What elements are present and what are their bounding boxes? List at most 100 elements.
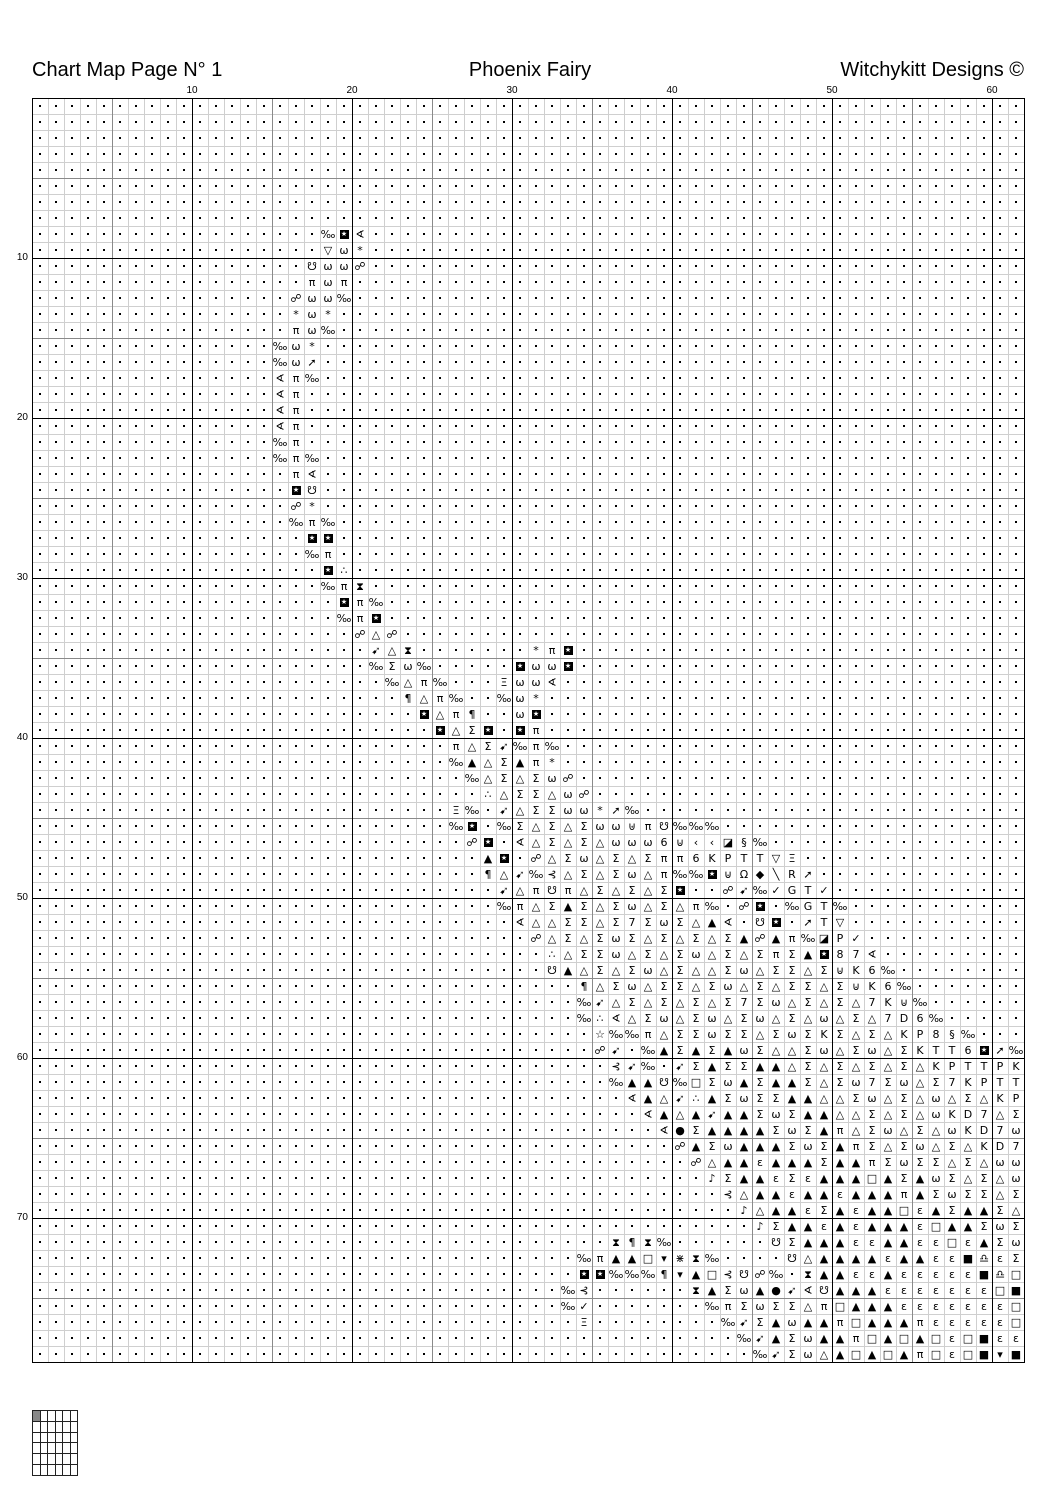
empty-cell — [384, 466, 400, 482]
empty-cell — [768, 466, 784, 482]
empty-cell — [224, 242, 240, 258]
empty-cell — [816, 866, 832, 882]
empty-cell — [384, 978, 400, 994]
stitch-symbol: ▲ — [723, 1123, 733, 1137]
empty-cell — [448, 1314, 464, 1330]
empty-cell — [608, 770, 624, 786]
stitch-symbol: △ — [483, 755, 493, 769]
empty-cell — [448, 402, 464, 418]
empty-cell — [592, 722, 608, 738]
empty-cell — [160, 514, 176, 530]
empty-cell — [480, 210, 496, 226]
empty-cell — [912, 146, 928, 162]
empty-cell — [496, 914, 512, 930]
empty-cell — [832, 722, 848, 738]
empty-cell — [240, 482, 256, 498]
empty-cell — [880, 306, 896, 322]
empty-cell — [224, 1138, 240, 1154]
empty-cell — [784, 210, 800, 226]
stitch-symbol: ω — [563, 803, 573, 817]
empty-cell — [336, 1010, 352, 1026]
empty-cell — [96, 690, 112, 706]
empty-cell — [976, 722, 992, 738]
empty-cell — [256, 1250, 272, 1266]
stitch-symbol: Σ — [788, 963, 796, 977]
empty-cell — [880, 370, 896, 386]
empty-cell — [64, 434, 80, 450]
empty-cell — [448, 946, 464, 962]
empty-cell — [96, 322, 112, 338]
stitch-symbol: π — [852, 1139, 860, 1153]
empty-cell — [48, 1074, 64, 1090]
empty-cell — [400, 610, 416, 626]
empty-cell — [976, 818, 992, 834]
empty-cell — [416, 786, 432, 802]
empty-cell — [64, 274, 80, 290]
empty-cell — [928, 658, 944, 674]
stitch-symbol: □ — [898, 1331, 910, 1345]
empty-cell — [192, 1282, 208, 1298]
empty-cell — [416, 418, 432, 434]
empty-cell — [112, 146, 128, 162]
empty-cell — [736, 242, 752, 258]
empty-cell — [400, 946, 416, 962]
empty-cell — [736, 370, 752, 386]
empty-cell — [224, 1298, 240, 1314]
empty-cell — [832, 818, 848, 834]
empty-cell — [224, 1042, 240, 1058]
empty-cell — [560, 466, 576, 482]
empty-cell — [128, 386, 144, 402]
empty-cell — [64, 834, 80, 850]
empty-cell — [304, 962, 320, 978]
stitch-symbol: Σ — [756, 1075, 764, 1089]
empty-cell — [384, 402, 400, 418]
empty-cell — [304, 978, 320, 994]
stitch-symbol: π — [660, 851, 668, 865]
empty-cell — [704, 98, 720, 114]
stitch-symbol: ‰ — [832, 899, 848, 913]
stitch-symbol: π — [564, 883, 572, 897]
empty-cell — [928, 114, 944, 130]
empty-cell — [448, 898, 464, 914]
empty-cell — [352, 162, 368, 178]
empty-cell — [496, 162, 512, 178]
empty-cell — [608, 450, 624, 466]
empty-cell — [656, 1218, 672, 1234]
empty-cell — [864, 578, 880, 594]
empty-cell — [864, 546, 880, 562]
empty-cell — [416, 1266, 432, 1282]
empty-cell — [448, 514, 464, 530]
empty-cell — [272, 1186, 288, 1202]
empty-cell — [432, 930, 448, 946]
empty-cell — [768, 434, 784, 450]
empty-cell — [224, 1170, 240, 1186]
empty-cell — [480, 402, 496, 418]
empty-cell — [240, 322, 256, 338]
empty-cell — [960, 146, 976, 162]
empty-cell — [928, 338, 944, 354]
empty-cell — [512, 1106, 528, 1122]
empty-cell — [656, 258, 672, 274]
empty-cell — [672, 1234, 688, 1250]
stitch-symbol: π — [292, 419, 300, 433]
stitch-symbol: * — [533, 643, 539, 657]
stitch-symbol: △ — [739, 1187, 749, 1201]
empty-cell — [752, 658, 768, 674]
empty-cell — [880, 114, 896, 130]
empty-cell — [480, 1058, 496, 1074]
stitch-symbol: △ — [595, 979, 605, 993]
empty-cell — [80, 626, 96, 642]
empty-cell — [912, 578, 928, 594]
empty-cell — [624, 322, 640, 338]
empty-cell — [704, 130, 720, 146]
stitch-symbol: Σ — [804, 1027, 812, 1041]
empty-cell — [240, 434, 256, 450]
empty-cell — [416, 1138, 432, 1154]
empty-cell — [544, 386, 560, 402]
empty-cell — [80, 466, 96, 482]
empty-cell — [912, 434, 928, 450]
empty-cell — [32, 146, 48, 162]
empty-cell — [144, 514, 160, 530]
empty-cell — [832, 194, 848, 210]
empty-cell — [128, 98, 144, 114]
